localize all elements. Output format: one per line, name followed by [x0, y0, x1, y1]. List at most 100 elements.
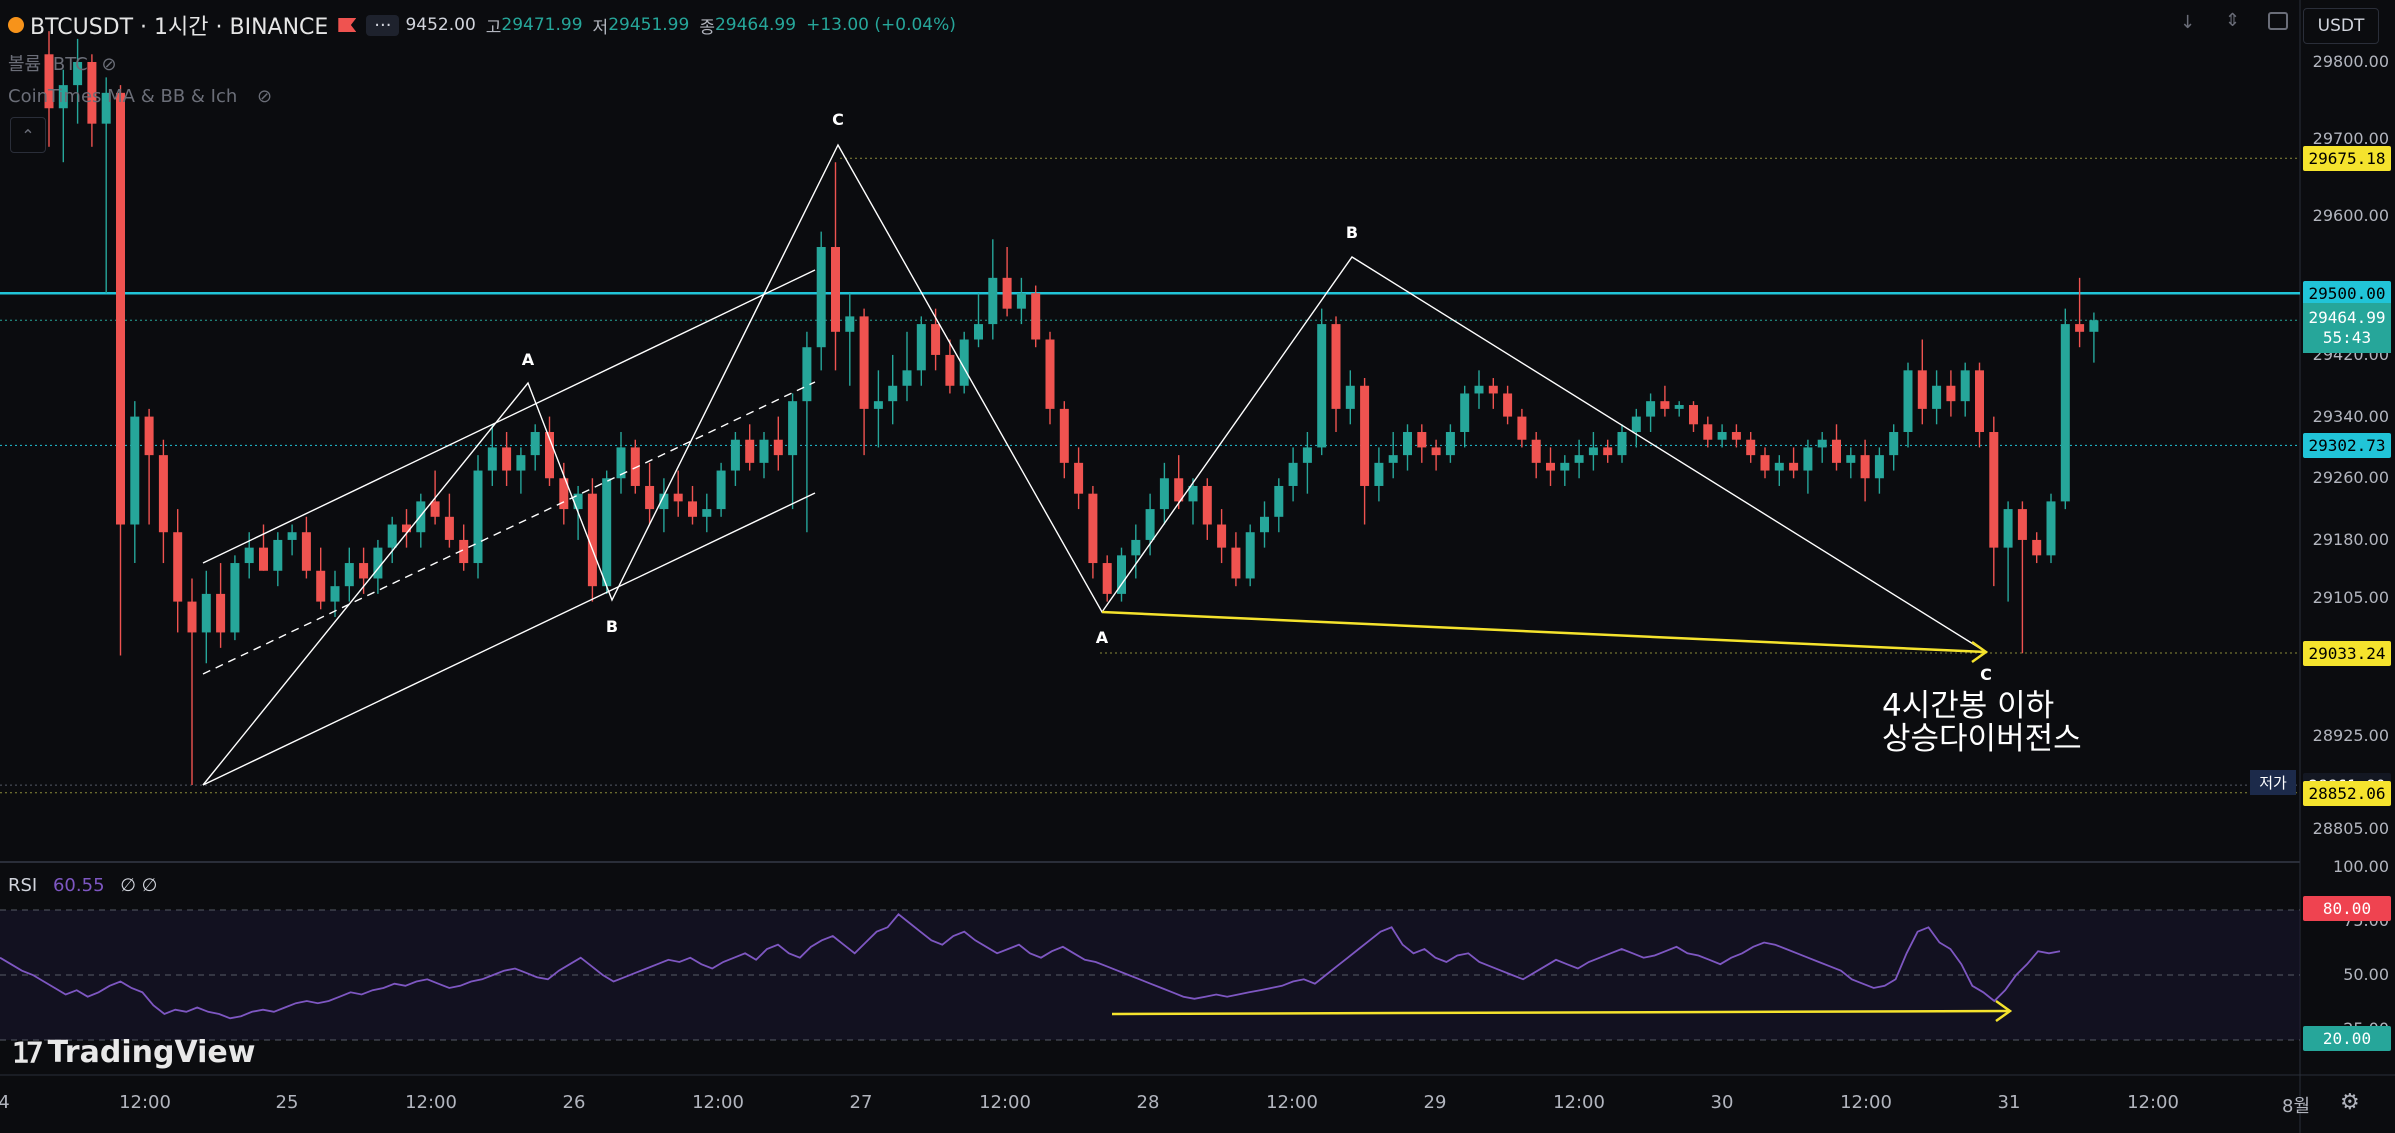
candle-body[interactable] — [244, 547, 254, 564]
candle-body[interactable] — [1102, 563, 1112, 594]
rsi-line[interactable] — [0, 913, 2061, 1020]
candle-body[interactable] — [1031, 293, 1041, 340]
candle-body[interactable] — [1074, 462, 1084, 494]
candle-body[interactable] — [58, 85, 68, 109]
candle-body[interactable] — [1803, 447, 1813, 471]
candle-body[interactable] — [616, 447, 626, 479]
divergence-rsi-line[interactable] — [1111, 1009, 2011, 1016]
candle-body[interactable] — [73, 62, 83, 86]
candle-body[interactable] — [1260, 516, 1269, 533]
candle-body[interactable] — [587, 493, 597, 587]
candle-body[interactable] — [1660, 401, 1670, 409]
candle-body[interactable] — [1574, 455, 1584, 463]
candle-body[interactable] — [645, 485, 655, 510]
candle-body[interactable] — [573, 493, 583, 510]
candle-body[interactable] — [2060, 324, 2070, 502]
candle-body[interactable] — [1445, 432, 1455, 456]
candle-body[interactable] — [158, 455, 168, 533]
candle-body[interactable] — [545, 432, 554, 479]
candle-body[interactable] — [373, 547, 383, 579]
candle-body[interactable] — [1817, 439, 1827, 448]
candle-body[interactable] — [459, 539, 469, 564]
candle-body[interactable] — [316, 570, 326, 602]
candle-body[interactable] — [402, 524, 411, 533]
candle-body[interactable] — [387, 524, 397, 548]
candle-body[interactable] — [1345, 385, 1355, 409]
candle-body[interactable] — [1975, 370, 1984, 433]
candle-body[interactable] — [673, 493, 683, 502]
candle-body[interactable] — [688, 501, 697, 517]
rsi-header[interactable]: RSI 60.55 ∅ ∅ — [8, 875, 157, 896]
candle-body[interactable] — [1960, 370, 1970, 402]
candle-body[interactable] — [2003, 509, 2013, 548]
candle-body[interactable] — [730, 439, 740, 471]
candle-body[interactable] — [1417, 432, 1427, 448]
candle-body[interactable] — [630, 447, 640, 486]
candle-body[interactable] — [1217, 524, 1227, 548]
candle-body[interactable] — [1917, 370, 1927, 409]
collapse-button[interactable]: ⌃ — [10, 117, 46, 153]
channel-midline[interactable] — [202, 381, 816, 675]
candle-body[interactable] — [1588, 447, 1598, 456]
candle-body[interactable] — [873, 401, 883, 409]
candle-body[interactable] — [330, 586, 340, 602]
candle-body[interactable] — [959, 339, 969, 386]
more-button[interactable]: ··· — [366, 14, 400, 36]
candle-body[interactable] — [344, 563, 354, 587]
candle-body[interactable] — [1388, 455, 1398, 463]
candle-body[interactable] — [1946, 385, 1956, 402]
candle-body[interactable] — [1517, 416, 1527, 440]
candle-body[interactable] — [2046, 501, 2056, 556]
candle-body[interactable] — [1731, 432, 1741, 440]
candle-body[interactable] — [945, 354, 955, 386]
candle-body[interactable] — [974, 324, 983, 340]
candle-body[interactable] — [702, 509, 712, 517]
candle-body[interactable] — [473, 470, 483, 564]
candle-body[interactable] — [444, 516, 454, 540]
candle-body[interactable] — [988, 277, 998, 325]
candle-body[interactable] — [1789, 462, 1799, 471]
candle-body[interactable] — [831, 247, 840, 332]
candle-body[interactable] — [130, 416, 140, 525]
candle-body[interactable] — [1989, 432, 1999, 548]
candle-body[interactable] — [802, 347, 812, 402]
settings-gear-icon[interactable]: ⚙ — [2340, 1090, 2360, 1115]
candle-body[interactable] — [1717, 432, 1727, 440]
candle-body[interactable] — [1746, 439, 1756, 456]
candle-body[interactable] — [1689, 405, 1698, 425]
candle-body[interactable] — [1874, 455, 1884, 479]
collapse-chevrons-icon[interactable]: ⇕ — [2225, 10, 2241, 31]
candle-body[interactable] — [1860, 455, 1870, 479]
candle-body[interactable] — [1202, 485, 1212, 525]
hidden-eye-icon[interactable]: ⊘ — [101, 54, 117, 75]
candle-body[interactable] — [1889, 432, 1899, 456]
candle-body[interactable] — [1503, 393, 1513, 417]
candle-body[interactable] — [1431, 447, 1441, 456]
candle-body[interactable] — [530, 432, 540, 456]
candle-body[interactable] — [1488, 385, 1498, 394]
candle-body[interactable] — [487, 447, 497, 471]
maximize-icon[interactable] — [2268, 12, 2288, 30]
candle-body[interactable] — [773, 439, 783, 456]
candle-body[interactable] — [273, 539, 283, 571]
divergence-price-line[interactable] — [1101, 610, 1987, 654]
candle-body[interactable] — [44, 54, 54, 109]
candle-body[interactable] — [173, 532, 183, 602]
candle-body[interactable] — [116, 92, 125, 525]
candle-body[interactable] — [1617, 432, 1627, 456]
candle-body[interactable] — [931, 324, 941, 355]
candle-body[interactable] — [1846, 455, 1856, 463]
candle-body[interactable] — [1560, 462, 1570, 471]
candle-body[interactable] — [845, 316, 855, 332]
candle-body[interactable] — [1374, 462, 1384, 486]
candle-body[interactable] — [602, 478, 612, 587]
candle-body[interactable] — [1088, 493, 1098, 564]
candle-body[interactable] — [2017, 509, 2027, 540]
candle-body[interactable] — [1302, 447, 1312, 463]
candle-body[interactable] — [816, 247, 826, 348]
candle-body[interactable] — [1403, 432, 1412, 456]
candle-body[interactable] — [1331, 324, 1341, 409]
candle-body[interactable] — [1603, 447, 1613, 456]
candle-body[interactable] — [516, 455, 526, 471]
candle-body[interactable] — [759, 439, 769, 463]
